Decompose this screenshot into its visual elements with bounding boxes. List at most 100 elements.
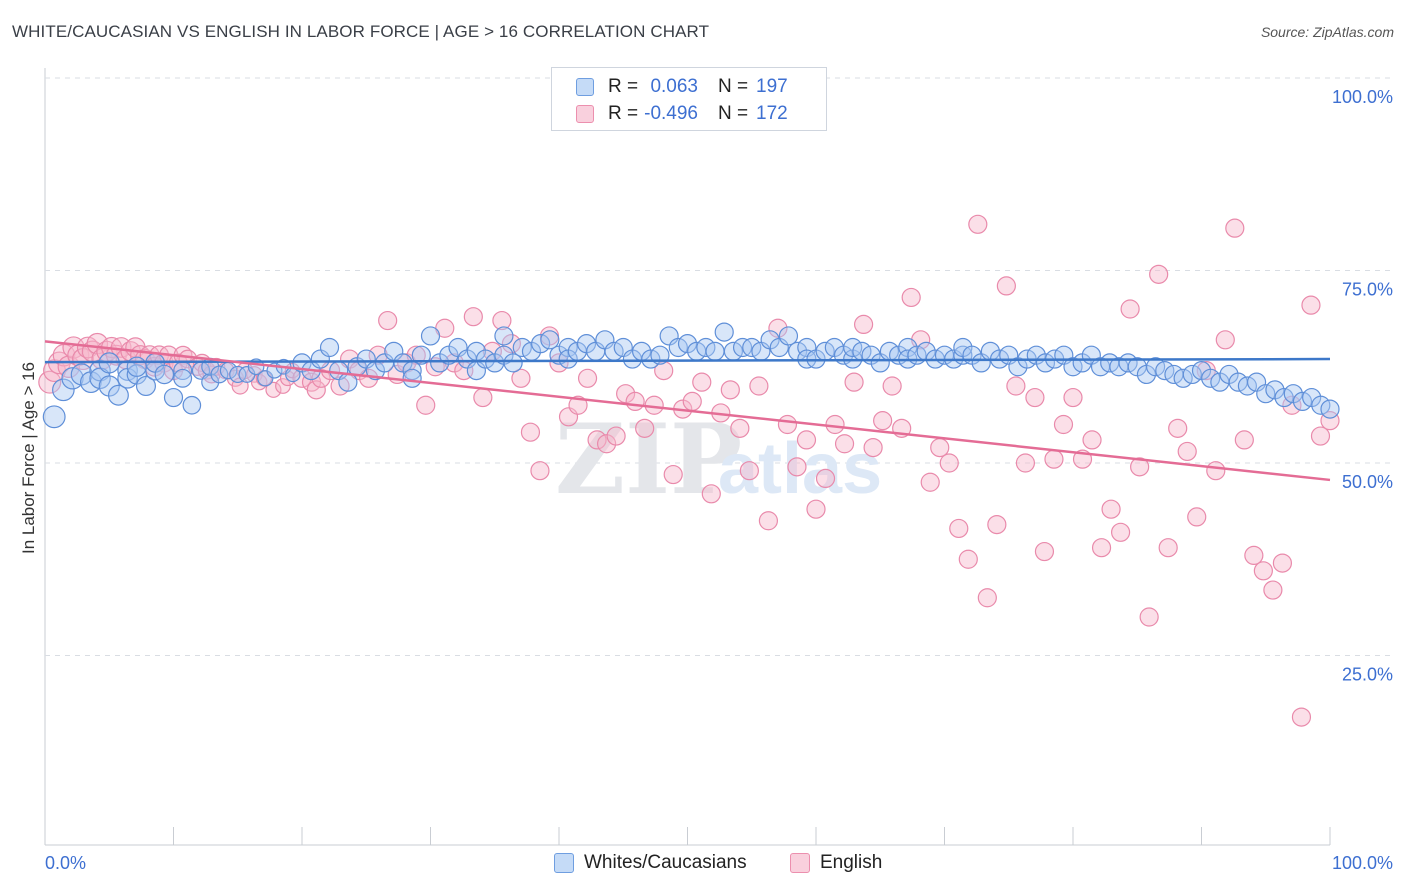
- english-point: [1006, 376, 1026, 396]
- stats-legend: R = 0.063 N = 197 R = -0.496 N = 172: [551, 67, 827, 131]
- stats-legend-row-whites: R = 0.063 N = 197: [576, 75, 788, 99]
- english-point: [815, 468, 836, 488]
- blue-swatch: [554, 853, 574, 873]
- english-point: [692, 372, 712, 392]
- english-point: [1120, 299, 1140, 319]
- english-point: [930, 438, 950, 458]
- english-point: [306, 380, 326, 400]
- n-value-whites: 197: [756, 76, 788, 97]
- source-label: Source: ZipAtlas.com: [1260, 24, 1394, 40]
- english-point: [1149, 264, 1169, 284]
- chart-title: WHITE/CAUCASIAN VS ENGLISH IN LABOR FORC…: [12, 22, 710, 41]
- english-point: [1291, 707, 1312, 727]
- whites-point: [182, 395, 202, 415]
- english-point: [501, 334, 522, 354]
- english-point: [730, 418, 750, 438]
- whites-point: [135, 375, 156, 397]
- english-point: [863, 438, 883, 458]
- english-point: [1206, 461, 1226, 481]
- whites-point: [714, 322, 734, 342]
- english-point: [1177, 441, 1197, 462]
- x-tick-label-right: 100.0%: [1332, 853, 1393, 873]
- english-point: [853, 314, 874, 334]
- r-value-english: -0.496: [644, 103, 698, 124]
- english-point: [492, 310, 512, 331]
- whites-point: [107, 384, 129, 406]
- whites-point: [126, 356, 147, 377]
- english-point: [1025, 387, 1045, 408]
- english-point: [616, 384, 636, 404]
- english-point: [275, 378, 291, 394]
- english-point: [882, 376, 902, 396]
- english-trend-line: [44, 340, 1331, 482]
- whites-point: [210, 365, 229, 384]
- english-point: [311, 368, 331, 388]
- whites-point: [778, 326, 799, 346]
- english-point: [1272, 553, 1293, 573]
- english-point: [1110, 522, 1131, 542]
- whites-point: [173, 368, 193, 388]
- whites-point: [540, 330, 560, 350]
- whites-point: [705, 341, 725, 361]
- english-point: [568, 395, 588, 415]
- y-tick-label: 25.0%: [1342, 665, 1393, 685]
- english-point: [606, 426, 626, 446]
- english-point: [178, 349, 198, 369]
- english-point: [844, 372, 864, 392]
- r-value-whites: 0.063: [650, 76, 698, 97]
- english-point: [1034, 541, 1055, 562]
- english-point: [1015, 453, 1036, 473]
- pink-swatch: [576, 105, 594, 123]
- english-point: [825, 414, 845, 435]
- english-point: [1234, 430, 1254, 450]
- y-tick-label: 50.0%: [1342, 472, 1393, 492]
- pink-swatch: [790, 853, 810, 873]
- english-point: [596, 434, 617, 454]
- english-point: [1244, 545, 1264, 566]
- blue-swatch: [576, 78, 594, 96]
- x-tick-label-left: 0.0%: [45, 853, 86, 873]
- english-point: [1187, 507, 1207, 527]
- english-point: [720, 380, 740, 400]
- whites-point: [70, 363, 93, 386]
- whites-point: [52, 378, 75, 402]
- legend-item-whites[interactable]: Whites/Caucasians: [554, 852, 747, 874]
- whites-point: [319, 337, 340, 358]
- english-point: [1301, 295, 1321, 315]
- english-point: [949, 518, 969, 539]
- whites-point: [163, 387, 184, 408]
- whites-point: [494, 326, 514, 346]
- english-point: [587, 430, 607, 450]
- n-value-english: 172: [756, 103, 788, 124]
- whites-point: [229, 365, 247, 384]
- english-point: [758, 511, 779, 531]
- english-point: [1063, 387, 1083, 408]
- whites-point: [1320, 399, 1340, 419]
- legend-label-english: English: [820, 852, 883, 873]
- english-point: [463, 307, 483, 327]
- english-point: [1253, 561, 1273, 581]
- english-point: [768, 318, 788, 338]
- legend-label-whites: Whites/Caucasians: [584, 852, 747, 873]
- english-point: [663, 464, 683, 485]
- english-point: [635, 418, 655, 438]
- english-point: [416, 395, 436, 415]
- english-point: [806, 499, 826, 519]
- english-point: [787, 457, 807, 477]
- english-point: [1044, 449, 1064, 469]
- english-point: [1310, 426, 1331, 446]
- english-point: [625, 391, 645, 411]
- english-point: [1101, 499, 1121, 519]
- whites-point: [402, 368, 422, 388]
- legend-item-english[interactable]: English: [790, 852, 882, 874]
- english-point: [968, 214, 988, 234]
- english-point: [1158, 538, 1178, 558]
- english-point: [511, 368, 531, 388]
- english-point: [987, 514, 1007, 535]
- english-point: [996, 276, 1016, 296]
- english-point: [939, 453, 959, 473]
- english-point: [920, 472, 940, 492]
- english-point: [378, 310, 398, 331]
- n-label: N =: [718, 76, 749, 97]
- r-label: R =: [608, 76, 639, 97]
